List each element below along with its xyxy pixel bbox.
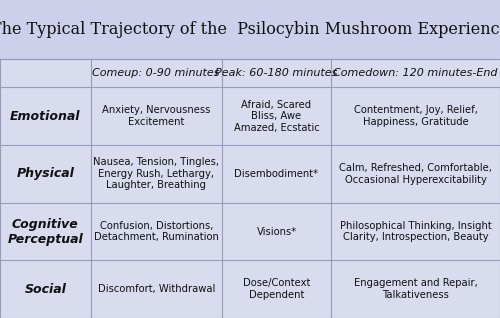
Text: Visions*: Visions* xyxy=(256,226,296,237)
Text: Disembodiment*: Disembodiment* xyxy=(234,169,318,179)
Text: The Typical Trajectory of the  Psilocybin Mushroom Experience: The Typical Trajectory of the Psilocybin… xyxy=(0,21,500,38)
FancyBboxPatch shape xyxy=(0,0,500,59)
Text: Comeup: 0-90 minutes: Comeup: 0-90 minutes xyxy=(92,68,220,78)
Text: Nausea, Tension, Tingles,
Energy Rush, Lethargy,
Laughter, Breathing: Nausea, Tension, Tingles, Energy Rush, L… xyxy=(93,157,219,190)
Text: Afraid, Scared
Bliss, Awe
Amazed, Ecstatic: Afraid, Scared Bliss, Awe Amazed, Ecstat… xyxy=(234,100,320,133)
Text: Cognitive
Perceptual: Cognitive Perceptual xyxy=(8,218,83,245)
Text: Discomfort, Withdrawal: Discomfort, Withdrawal xyxy=(98,284,215,294)
Text: Emotional: Emotional xyxy=(10,110,80,123)
Text: Social: Social xyxy=(24,283,66,296)
Text: Peak: 60-180 minutes: Peak: 60-180 minutes xyxy=(216,68,338,78)
Text: Dose/Context
Dependent: Dose/Context Dependent xyxy=(243,278,310,300)
Text: Comedown: 120 minutes-End: Comedown: 120 minutes-End xyxy=(334,68,498,78)
Text: Anxiety, Nervousness
Excitement: Anxiety, Nervousness Excitement xyxy=(102,105,210,127)
Text: Physical: Physical xyxy=(16,167,74,180)
Text: Contentment, Joy, Relief,
Happiness, Gratitude: Contentment, Joy, Relief, Happiness, Gra… xyxy=(354,105,478,127)
Text: Calm, Refreshed, Comfortable,
Occasional Hyperexcitability: Calm, Refreshed, Comfortable, Occasional… xyxy=(339,163,492,185)
Text: Confusion, Distortions,
Detachment, Rumination: Confusion, Distortions, Detachment, Rumi… xyxy=(94,221,218,242)
FancyBboxPatch shape xyxy=(0,59,500,318)
Text: Engagement and Repair,
Talkativeness: Engagement and Repair, Talkativeness xyxy=(354,278,478,300)
Text: Philosophical Thinking, Insight
Clarity, Introspection, Beauty: Philosophical Thinking, Insight Clarity,… xyxy=(340,221,492,242)
